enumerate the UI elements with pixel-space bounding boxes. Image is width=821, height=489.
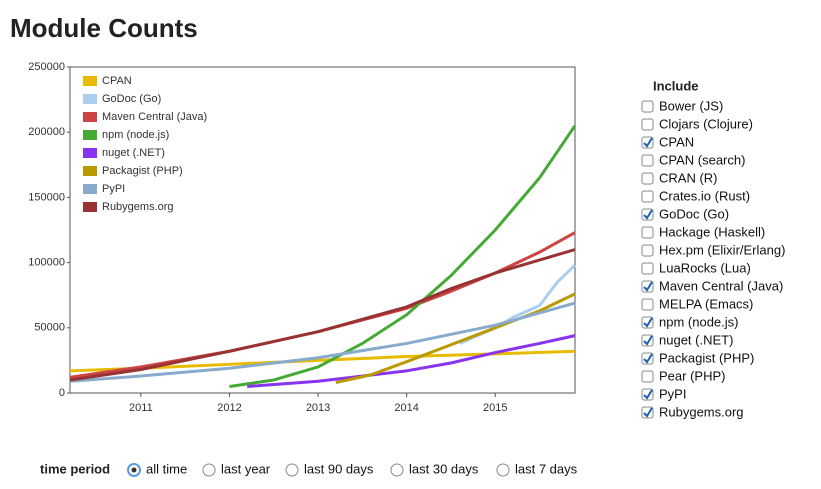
checkbox-label[interactable]: nuget (.NET) xyxy=(659,332,733,347)
checkmark xyxy=(643,137,653,148)
checkbox[interactable] xyxy=(641,172,654,185)
checkbox[interactable] xyxy=(641,370,654,383)
legend-label: GoDoc (Go) xyxy=(102,93,161,105)
radio-label[interactable]: last 30 days xyxy=(409,461,479,476)
radio[interactable] xyxy=(390,463,404,477)
checkbox-label[interactable]: CRAN (R) xyxy=(659,170,718,185)
radio[interactable] xyxy=(496,463,510,477)
radio[interactable] xyxy=(285,463,299,477)
checkbox-label[interactable]: PyPI xyxy=(659,386,686,401)
y-tick-label: 50000 xyxy=(34,322,65,334)
y-tick-label: 250000 xyxy=(28,61,65,73)
checkbox-label[interactable]: Packagist (PHP) xyxy=(659,350,754,365)
radio-label[interactable]: last year xyxy=(221,461,271,476)
checkbox-label[interactable]: LuaRocks (Lua) xyxy=(659,260,751,275)
checkbox-label[interactable]: GoDoc (Go) xyxy=(659,206,729,221)
checkbox-label[interactable]: Hex.pm (Elixir/Erlang) xyxy=(659,242,785,257)
checkbox[interactable] xyxy=(641,226,654,239)
radio[interactable] xyxy=(202,463,216,477)
checkbox[interactable] xyxy=(641,118,654,131)
legend-label: Packagist (PHP) xyxy=(102,165,183,177)
checkmark xyxy=(643,317,653,328)
radio-dot xyxy=(131,467,137,473)
y-tick-label: 150000 xyxy=(28,191,65,203)
y-tick-label: 0 xyxy=(59,387,65,399)
x-tick-label: 2015 xyxy=(483,402,507,414)
radio-label[interactable]: last 90 days xyxy=(304,461,374,476)
series-line xyxy=(69,248,576,382)
x-tick-label: 2014 xyxy=(394,402,418,414)
series-line xyxy=(69,301,576,383)
checkmark xyxy=(643,353,653,364)
checkmark xyxy=(643,389,653,400)
checkbox[interactable] xyxy=(641,298,654,311)
checkmark xyxy=(643,281,653,292)
checkbox-label[interactable]: Rubygems.org xyxy=(659,404,744,419)
legend-swatch xyxy=(83,112,97,122)
checkmark xyxy=(643,407,653,418)
series-line xyxy=(335,292,576,385)
legend-box xyxy=(78,72,223,222)
series-line xyxy=(229,124,577,388)
legend-label: npm (node.js) xyxy=(102,129,169,141)
legend-swatch xyxy=(83,130,97,140)
time-period-label: time period xyxy=(40,461,110,476)
y-tick-label: 200000 xyxy=(28,126,65,138)
legend-label: PyPI xyxy=(102,183,125,195)
checkbox-label[interactable]: MELPA (Emacs) xyxy=(659,296,753,311)
checkbox[interactable] xyxy=(641,100,654,113)
legend-swatch xyxy=(83,94,97,104)
checkbox-label[interactable]: Pear (PHP) xyxy=(659,368,725,383)
legend-swatch xyxy=(83,76,97,86)
include-title: Include xyxy=(653,78,699,93)
x-tick-label: 2013 xyxy=(306,402,330,414)
legend-swatch xyxy=(83,148,97,158)
x-tick-label: 2011 xyxy=(129,402,153,414)
legend-label: nuget (.NET) xyxy=(102,147,165,159)
series-line xyxy=(247,334,576,388)
checkbox-label[interactable]: npm (node.js) xyxy=(659,314,738,329)
y-tick-label: 100000 xyxy=(28,257,65,269)
checkbox-label[interactable]: Hackage (Haskell) xyxy=(659,224,765,239)
checkmark xyxy=(643,335,653,346)
checkbox-label[interactable]: Bower (JS) xyxy=(659,98,723,113)
page-title: Module Counts xyxy=(10,13,198,43)
radio-label[interactable]: all time xyxy=(146,461,187,476)
legend-label: Rubygems.org xyxy=(102,201,174,213)
legend-label: Maven Central (Java) xyxy=(102,111,207,123)
checkbox-label[interactable]: Crates.io (Rust) xyxy=(659,188,750,203)
checkbox[interactable] xyxy=(641,262,654,275)
legend-swatch xyxy=(83,166,97,176)
checkbox-label[interactable]: CPAN (search) xyxy=(659,152,745,167)
checkbox-label[interactable]: Maven Central (Java) xyxy=(659,278,783,293)
radio-label[interactable]: last 7 days xyxy=(515,461,578,476)
legend-label: CPAN xyxy=(102,75,132,87)
checkbox-label[interactable]: Clojars (Clojure) xyxy=(659,116,753,131)
x-tick-label: 2012 xyxy=(217,402,241,414)
legend-swatch xyxy=(83,184,97,194)
legend-swatch xyxy=(83,202,97,212)
checkbox[interactable] xyxy=(641,190,654,203)
checkbox[interactable] xyxy=(641,154,654,167)
checkmark xyxy=(643,209,653,220)
checkbox-label[interactable]: CPAN xyxy=(659,134,694,149)
checkbox[interactable] xyxy=(641,244,654,257)
